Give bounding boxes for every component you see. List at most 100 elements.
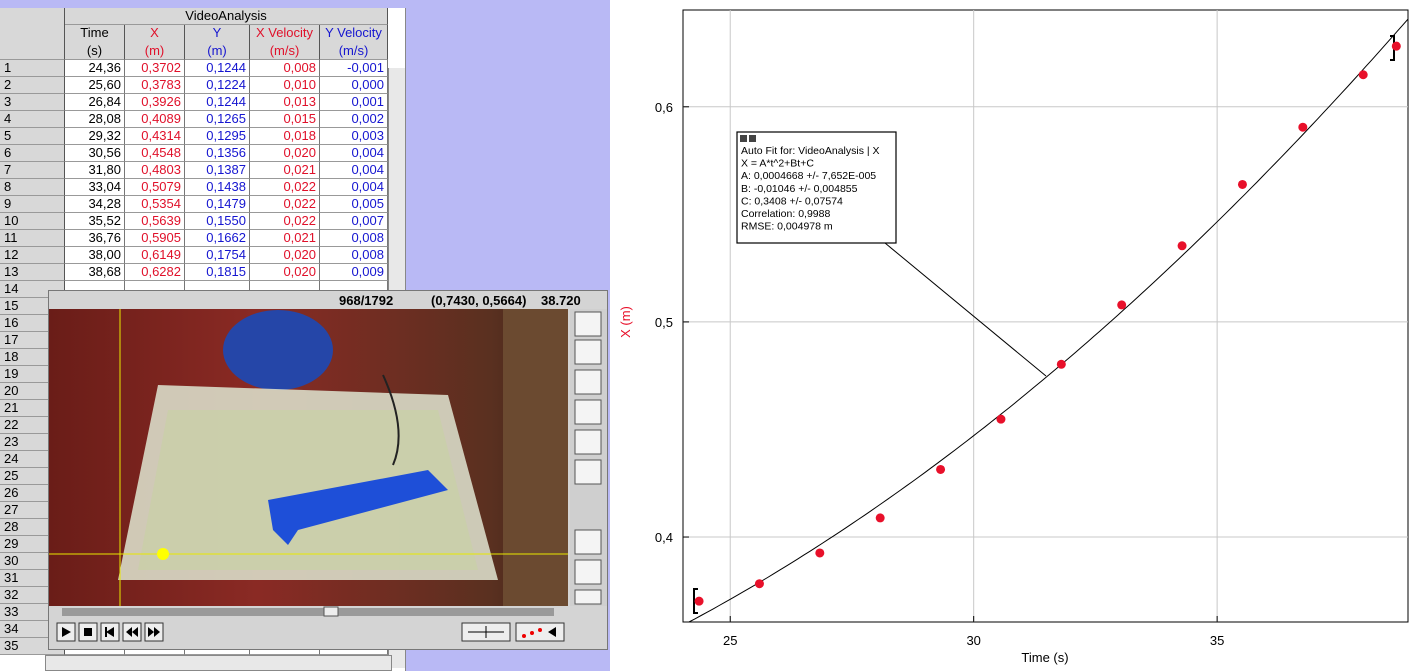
table-cell: 0,1387 <box>185 162 250 179</box>
table-cell: 24,36 <box>65 60 125 77</box>
replay-tool[interactable] <box>575 560 601 584</box>
chair <box>223 310 333 390</box>
data-point <box>1117 300 1126 309</box>
select-tool[interactable] <box>575 312 601 336</box>
table-cell: 0,003 <box>320 128 388 145</box>
video-toolbar <box>570 309 607 606</box>
plot-area: X (m) Time (s) 2530350,40,50,6Auto Fit f… <box>618 10 1408 665</box>
table-cell: 0,004 <box>320 179 388 196</box>
scale-tool[interactable] <box>575 400 601 424</box>
table-cell: 0,3702 <box>125 60 185 77</box>
fit-annotation-line: Correlation: 0,9988 <box>741 208 830 220</box>
column-unit: (m/s) <box>250 43 320 60</box>
video-frame <box>48 290 608 650</box>
table-cell: 38,68 <box>65 264 125 281</box>
row-number: 5 <box>0 128 65 145</box>
plot-frame <box>683 10 1408 622</box>
annotation-icon <box>740 135 747 142</box>
table-cell: 0,007 <box>320 213 388 230</box>
table-cell: 0,1244 <box>185 60 250 77</box>
table-cell: 30,56 <box>65 145 125 162</box>
fit-annotation-line: Auto Fit for: VideoAnalysis | X <box>741 145 880 157</box>
table-cell: 35,52 <box>65 213 125 230</box>
x-tick-label: 35 <box>1210 633 1224 648</box>
sync-tool[interactable] <box>575 590 601 604</box>
column-unit: (m) <box>125 43 185 60</box>
row-number: 9 <box>0 196 65 213</box>
row-number: 11 <box>0 230 65 247</box>
table-cell: 0,015 <box>250 111 320 128</box>
row-number: 2 <box>0 77 65 94</box>
data-point <box>1298 123 1307 132</box>
fit-annotation-line: A: 0,0004668 +/- 7,652E-005 <box>741 170 876 182</box>
table-cell: 0,1244 <box>185 94 250 111</box>
y-tick-label: 0,6 <box>655 100 673 115</box>
scrubber-thumb[interactable] <box>324 607 338 616</box>
measure-tool[interactable] <box>575 430 601 454</box>
row-number: 4 <box>0 111 65 128</box>
table-cell: 0,009 <box>320 264 388 281</box>
table-cell: 0,022 <box>250 179 320 196</box>
table-cell: 25,60 <box>65 77 125 94</box>
data-point <box>1238 180 1247 189</box>
table-title: VideoAnalysis <box>65 8 388 25</box>
table-cell: 0,5905 <box>125 230 185 247</box>
chart: X (m) Time (s) 2530350,40,50,6Auto Fit f… <box>615 0 1421 671</box>
column-name: X Velocity <box>250 25 320 43</box>
page: {"table": {"title": "VideoAnalysis", "co… <box>0 0 1421 671</box>
table-cell: 0,1438 <box>185 179 250 196</box>
table-cell: -0,001 <box>320 60 388 77</box>
corner <box>0 8 65 60</box>
door <box>503 309 568 606</box>
table-cell: 0,6282 <box>125 264 185 281</box>
table-cell: 0,004 <box>320 145 388 162</box>
table-cell: 0,002 <box>320 111 388 128</box>
table-cell: 0,1295 <box>185 128 250 145</box>
table-cell: 0,013 <box>250 94 320 111</box>
table-cell: 0,5639 <box>125 213 185 230</box>
column-unit: (m/s) <box>320 43 388 60</box>
origin-tool[interactable] <box>575 370 601 394</box>
trail-tool[interactable] <box>575 530 601 554</box>
table-cell: 0,022 <box>250 213 320 230</box>
left-panel: VideoAnalysis Time(s)X(m)Y(m)X Velocity(… <box>0 0 610 671</box>
video-window: 968/1792 (0,7430, 0,5664) 38.720 <box>48 290 608 650</box>
table-cell: 0,020 <box>250 247 320 264</box>
table-cell: 0,4548 <box>125 145 185 162</box>
table-cell: 0,020 <box>250 264 320 281</box>
table-cell: 0,010 <box>250 77 320 94</box>
table-cell: 0,1224 <box>185 77 250 94</box>
row-number: 7 <box>0 162 65 179</box>
table-cell: 0,3926 <box>125 94 185 111</box>
table-cell: 34,28 <box>65 196 125 213</box>
row-number: 3 <box>0 94 65 111</box>
data-point <box>1057 360 1066 369</box>
data-point <box>996 415 1005 424</box>
origin-marker[interactable] <box>157 548 169 560</box>
table-cell: 26,84 <box>65 94 125 111</box>
point-series-tool[interactable] <box>575 460 601 484</box>
playback-controls <box>57 623 564 641</box>
table-cell: 0,5354 <box>125 196 185 213</box>
row-number: 10 <box>0 213 65 230</box>
table-cell: 0,1662 <box>185 230 250 247</box>
table-cell: 0,008 <box>250 60 320 77</box>
column-name: X <box>125 25 185 43</box>
scrubber[interactable] <box>62 608 554 616</box>
horizontal-scrollbar[interactable] <box>45 655 392 671</box>
row-number: 1 <box>0 60 65 77</box>
data-point <box>815 548 824 557</box>
table-cell: 0,1754 <box>185 247 250 264</box>
table-cell: 0,3783 <box>125 77 185 94</box>
y-tick-label: 0,5 <box>655 315 673 330</box>
y-tick-label: 0,4 <box>655 530 673 545</box>
table-cell: 0,6149 <box>125 247 185 264</box>
table-cell: 0,1479 <box>185 196 250 213</box>
table-cell: 0,020 <box>250 145 320 162</box>
table-cell: 38,00 <box>65 247 125 264</box>
add-point-tool[interactable] <box>575 340 601 364</box>
table-cell: 0,4314 <box>125 128 185 145</box>
fit-annotation-line: X = A*t^2+Bt+C <box>741 158 814 170</box>
table-cell: 0,004 <box>320 162 388 179</box>
fit-annotation-line: RMSE: 0,004978 m <box>741 221 833 233</box>
